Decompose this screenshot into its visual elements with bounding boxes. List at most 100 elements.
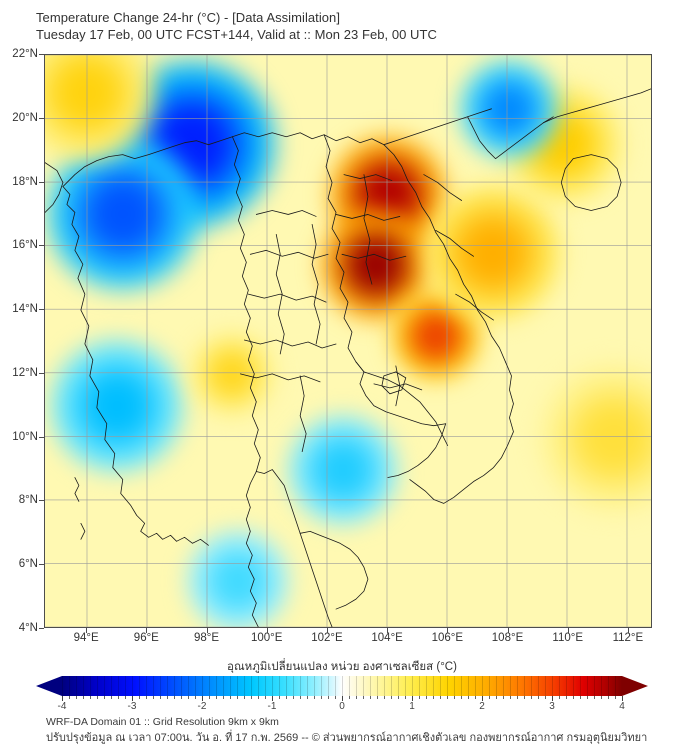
colorbar-minor-tick	[489, 696, 490, 699]
admin-thailand-3	[247, 293, 327, 303]
colorbar-minor-tick	[258, 696, 259, 699]
colorbar-minor-tick	[531, 696, 532, 699]
x-axis-tick-label: 96°E	[133, 632, 159, 644]
colorbar-minor-tick	[335, 696, 336, 699]
colorbar-tick-label: -4	[57, 701, 67, 712]
admin-thailand-8	[299, 375, 307, 453]
colorbar-minor-tick	[573, 696, 574, 699]
y-axis-tick-mark	[39, 181, 44, 183]
colorbar-minor-tick	[90, 696, 91, 699]
y-axis-tick-mark	[39, 54, 44, 55]
colorbar-minor-tick	[615, 696, 616, 699]
colorbar-minor-tick	[426, 696, 427, 699]
colorbar-minor-tick	[496, 696, 497, 699]
colorbar-minor-tick	[167, 696, 168, 699]
x-axis-tick-mark	[627, 628, 629, 633]
colorbar-tick-label: -1	[267, 701, 277, 712]
x-axis-tick-label: 100°E	[250, 632, 283, 644]
y-axis-tick-mark	[39, 628, 44, 629]
coast-cambodia	[355, 361, 447, 427]
colorbar-minor-tick	[104, 696, 105, 699]
x-axis-tick-mark	[567, 628, 569, 633]
coast-peninsula-east	[255, 469, 333, 627]
colorbar-tick-label: 0	[339, 701, 345, 712]
colorbar-max-arrow	[622, 676, 648, 696]
anomaly-cold-gulf-of-thailand	[284, 411, 401, 528]
footer-line-model-info: WRF-DA Domain 01 :: Grid Resolution 9km …	[46, 716, 279, 728]
colorbar-minor-tick	[69, 696, 70, 699]
coast-myanmar-west	[62, 186, 209, 546]
admin-vietnam-1	[423, 174, 463, 201]
coastline-and-border-layer	[45, 88, 651, 627]
coast-nicobar	[80, 522, 86, 540]
colorbar-minor-tick	[307, 696, 308, 699]
x-axis-tick-mark	[206, 628, 208, 633]
colorbar-major-tick	[482, 696, 483, 701]
colorbar-major-tick	[552, 696, 553, 701]
lat-lon-gridlines	[45, 55, 651, 627]
colorbar-minor-tick	[125, 696, 126, 699]
y-axis-tick-mark	[39, 436, 44, 438]
y-axis-tick-label: 6°N	[18, 558, 38, 571]
colorbar-minor-tick	[510, 696, 511, 699]
admin-thailand-2	[249, 249, 329, 259]
colorbar-minor-tick	[384, 696, 385, 699]
y-axis-tick-label: 20°N	[12, 111, 38, 124]
coast-vietnam-east	[409, 361, 514, 504]
colorbar-minor-tick	[398, 696, 399, 699]
colorbar-tick-label: 1	[409, 701, 415, 712]
temperature-anomaly-field	[45, 55, 651, 627]
colorbar: อุณหภูมิเปลี่ยนแปลง หน่วย องศาเซลเซียส (…	[36, 660, 648, 712]
colorbar-minor-tick	[370, 696, 371, 699]
colorbar-minor-tick	[524, 696, 525, 699]
colorbar-minor-tick	[405, 696, 406, 699]
admin-laos-1	[343, 174, 393, 181]
colorbar-minor-tick	[300, 696, 301, 699]
chart-title-block: Temperature Change 24-hr (°C) - [Data As…	[36, 9, 437, 43]
colorbar-minor-tick	[328, 696, 329, 699]
colorbar-minor-tick	[356, 696, 357, 699]
x-axis-tick-mark	[146, 628, 148, 633]
colorbar-minor-tick	[279, 696, 280, 699]
colorbar-minor-tick	[503, 696, 504, 699]
colorbar-min-arrow	[36, 676, 62, 696]
coast-andaman-islands	[74, 477, 80, 502]
colorbar-ticks: -4 -3 -2 -1 0 1 2 3 4	[58, 696, 625, 712]
admin-vietnam-2	[435, 229, 474, 257]
colorbar-minor-tick	[230, 696, 231, 699]
colorbar-tick-label: 4	[619, 701, 625, 712]
x-axis-tick-label: 102°E	[311, 632, 343, 644]
x-axis-tick-label: 104°E	[371, 632, 403, 644]
map-plot-area[interactable]	[44, 54, 652, 628]
colorbar-minor-tick	[594, 696, 595, 699]
colorbar-minor-tick	[468, 696, 469, 699]
y-axis-tick-mark	[39, 500, 44, 502]
y-axis-tick-mark	[39, 309, 44, 311]
colorbar-gradient-row	[36, 676, 648, 696]
y-axis-tick-label: 12°N	[12, 366, 38, 379]
colorbar-minor-tick	[76, 696, 77, 699]
admin-thailand-5	[275, 233, 285, 355]
colorbar-minor-tick	[139, 696, 140, 699]
anomaly-warm-tenasserim	[187, 329, 276, 418]
colorbar-minor-tick	[461, 696, 462, 699]
y-axis-tick-label: 14°N	[12, 303, 38, 316]
admin-laos-3	[341, 253, 407, 261]
colorbar-gradient	[62, 676, 622, 696]
colorbar-label: อุณหภูมิเปลี่ยนแปลง หน่วย องศาเซลเซียส (…	[227, 661, 457, 673]
colorbar-minor-tick	[181, 696, 182, 699]
colorbar-minor-tick	[349, 696, 350, 699]
colorbar-minor-tick	[314, 696, 315, 699]
x-axis-tick-label: 112°E	[612, 632, 644, 644]
colorbar-tick-label: -2	[197, 701, 207, 712]
colorbar-minor-tick	[146, 696, 147, 699]
colorbar-minor-tick	[188, 696, 189, 699]
colorbar-minor-tick	[160, 696, 161, 699]
colorbar-minor-tick	[153, 696, 154, 699]
anomaly-cold-gulf-of-tonkin	[456, 57, 561, 162]
colorbar-major-tick	[62, 696, 63, 701]
lake-tonle-sap	[381, 371, 407, 395]
colorbar-major-tick	[622, 696, 623, 701]
admin-laos-4	[363, 174, 373, 285]
coast-bangladesh	[45, 162, 64, 213]
